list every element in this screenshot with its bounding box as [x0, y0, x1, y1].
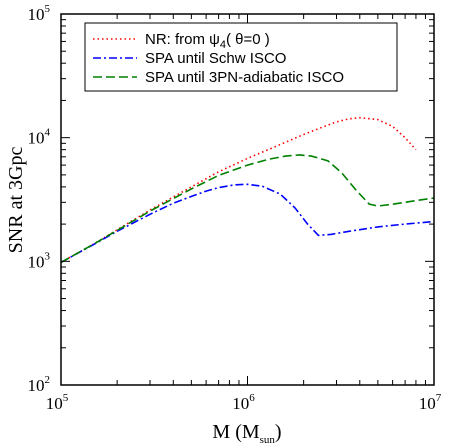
- x-tick-label: 107: [419, 392, 442, 413]
- tick-labels: 105 106 107 102 103 104 105: [28, 3, 442, 413]
- legend-label-nr: NR: from ψ4( θ=0 ): [145, 31, 270, 51]
- y-tick-label: 103: [28, 250, 51, 271]
- axis-ticks: [60, 14, 434, 386]
- legend: NR: from ψ4( θ=0 ) SPA until Schw ISCO S…: [84, 22, 398, 92]
- series-line-0: [60, 116, 417, 264]
- x-axis-label: M (Msun): [212, 421, 281, 446]
- legend-label-nr-rest: ( θ=0 ): [226, 31, 270, 48]
- series-line-1: [60, 183, 435, 264]
- x-axis-label-sub: sun: [260, 434, 276, 446]
- y-axis-label: SNR at 3Gpc: [5, 147, 27, 254]
- legend-label-nr-sub: 4: [220, 39, 226, 51]
- x-axis-label-close: ): [275, 421, 282, 443]
- y-tick-label: 104: [28, 127, 51, 148]
- y-tick-label: 102: [28, 374, 51, 395]
- x-tick-label: 105: [46, 392, 69, 413]
- legend-label-3pn: SPA until 3PN-adiabatic ISCO: [145, 69, 344, 86]
- series-line-2: [60, 154, 435, 264]
- legend-label-nr-main: NR: from ψ: [145, 31, 220, 48]
- x-axis-label-main: M (M: [212, 421, 259, 443]
- y-tick-label: 105: [28, 3, 51, 24]
- legend-box: [84, 22, 398, 92]
- legend-label-schw: SPA until Schw ISCO: [145, 50, 286, 67]
- x-tick-label: 106: [232, 392, 255, 413]
- plot-lines: [60, 116, 435, 264]
